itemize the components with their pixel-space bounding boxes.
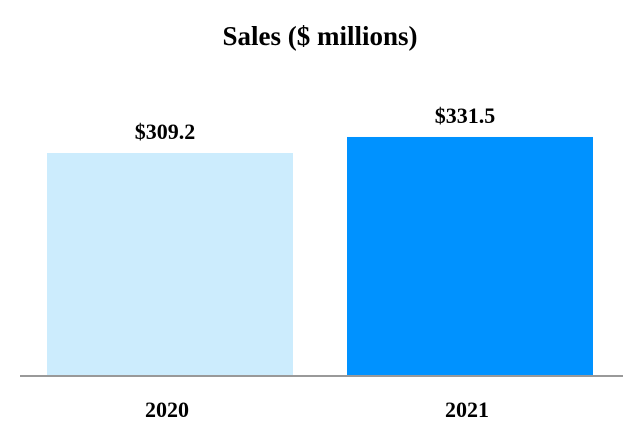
x-tick-label-2021: 2021 (445, 397, 489, 422)
bar-2021 (347, 136, 593, 375)
chart-title: Sales ($ millions) (222, 21, 417, 51)
bar-2020 (47, 152, 293, 375)
data-label-2020: $309.2 (135, 119, 196, 144)
x-tick-label-2020: 2020 (145, 397, 189, 422)
data-label-2021: $331.5 (435, 103, 496, 128)
